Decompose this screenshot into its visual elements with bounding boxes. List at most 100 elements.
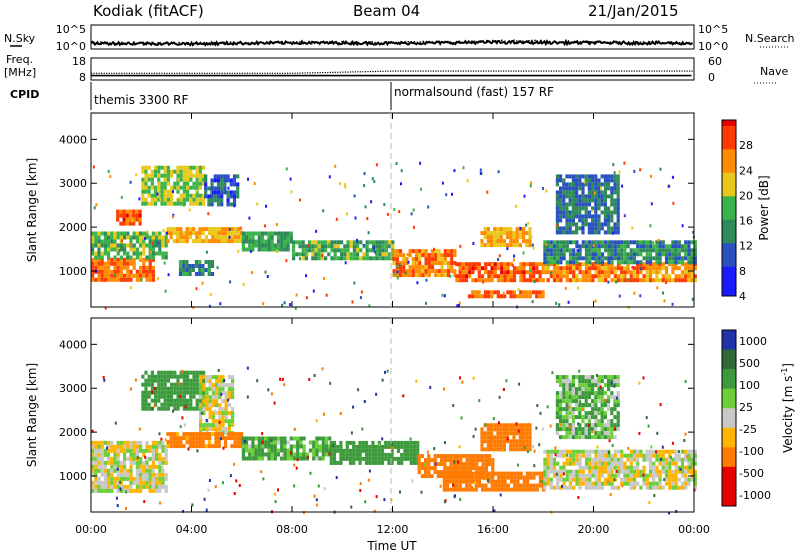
heatmap-cell xyxy=(668,244,672,249)
heatmap-cell xyxy=(652,465,656,470)
heatmap-cell xyxy=(218,403,222,408)
heatmap-cell xyxy=(232,190,237,195)
heatmap-cell xyxy=(400,444,404,449)
heatmap-cell xyxy=(457,304,460,307)
heatmap-cell xyxy=(126,277,130,282)
heatmap-cell xyxy=(565,194,569,199)
heatmap-cell xyxy=(286,452,290,457)
heatmap-cell xyxy=(528,274,533,279)
heatmap-cell xyxy=(613,375,617,380)
heatmap-cell xyxy=(164,444,168,449)
heatmap-cell xyxy=(289,452,293,457)
heatmap-cell xyxy=(581,435,585,440)
heatmap-cell xyxy=(587,379,591,384)
heatmap-cell xyxy=(546,248,550,253)
heatmap-cell xyxy=(450,269,454,274)
heatmap-cell xyxy=(616,383,620,388)
heatmap-cell xyxy=(556,223,559,227)
heatmap-cell xyxy=(506,231,510,236)
heatmap-cell xyxy=(603,423,607,428)
nave-point xyxy=(211,72,213,74)
heatmap-cell xyxy=(546,465,550,470)
heatmap-cell xyxy=(398,273,403,278)
heatmap-cell xyxy=(616,473,621,478)
heatmap-cell xyxy=(610,469,614,474)
n-search-point xyxy=(582,41,584,43)
heatmap-cell xyxy=(215,395,219,400)
heatmap-cell xyxy=(443,261,447,266)
heatmap-cell xyxy=(179,169,183,174)
heatmap-cell xyxy=(132,231,136,236)
heatmap-cell xyxy=(207,194,211,199)
nave-point xyxy=(204,72,206,74)
heatmap-cell xyxy=(528,239,532,244)
heatmap-cell xyxy=(224,444,228,449)
heatmap-cell xyxy=(687,252,691,257)
heatmap-cell xyxy=(236,436,240,441)
heatmap-cell xyxy=(182,406,186,411)
heatmap-cell xyxy=(572,256,576,261)
heatmap-cell xyxy=(144,398,148,403)
nave-point xyxy=(347,71,349,73)
heatmap-cell xyxy=(413,225,415,229)
heatmap-cell xyxy=(603,435,607,440)
heatmap-cell xyxy=(528,243,532,248)
heatmap-cell xyxy=(584,465,589,470)
heatmap-cell xyxy=(367,231,370,235)
heatmap-cell xyxy=(399,490,401,494)
heatmap-cell xyxy=(663,299,666,303)
heatmap-cell xyxy=(502,239,506,244)
heatmap-cell xyxy=(594,299,597,303)
heatmap-cell xyxy=(189,185,193,190)
heatmap-cell xyxy=(270,436,274,441)
heatmap-cell xyxy=(110,277,114,282)
heatmap-cell xyxy=(145,460,149,465)
heatmap-cell xyxy=(260,436,265,441)
n-search-point xyxy=(440,41,443,43)
heatmap-cell xyxy=(113,269,117,274)
heatmap-cell xyxy=(616,194,620,199)
heatmap-cell xyxy=(613,278,617,283)
heatmap-cell xyxy=(305,296,308,300)
heatmap-cell xyxy=(509,479,514,484)
heatmap-cell xyxy=(581,274,585,279)
heatmap-cell xyxy=(195,444,199,449)
heatmap-cell xyxy=(575,395,579,400)
heatmap-cell xyxy=(626,266,630,271)
heatmap-cell xyxy=(208,239,212,244)
heatmap-cell xyxy=(324,448,329,453)
heatmap-cell xyxy=(166,173,170,178)
heatmap-cell xyxy=(135,273,139,278)
heatmap-cell xyxy=(568,407,572,412)
heatmap-cell xyxy=(242,283,245,287)
heatmap-cell xyxy=(182,370,186,375)
heatmap-cell xyxy=(559,190,563,195)
heatmap-cell xyxy=(629,240,633,245)
heatmap-cell xyxy=(189,402,193,407)
heatmap-cell xyxy=(613,465,617,470)
heatmap-cell xyxy=(160,374,164,379)
heatmap-cell xyxy=(575,260,579,265)
heatmap-cell xyxy=(664,244,669,249)
heatmap-cell xyxy=(581,419,585,424)
heatmap-cell xyxy=(182,235,186,240)
heatmap-cell xyxy=(568,252,573,257)
heatmap-cell xyxy=(217,444,221,449)
heatmap-cell xyxy=(169,227,173,232)
heatmap-cell xyxy=(226,174,230,179)
heatmap-cell xyxy=(304,256,308,261)
heatmap-cell xyxy=(464,266,469,271)
heatmap-cell xyxy=(555,423,559,428)
heatmap-cell xyxy=(427,257,431,262)
heatmap-cell xyxy=(257,448,261,453)
heatmap-cell xyxy=(107,255,111,260)
heatmap-cell xyxy=(684,278,688,283)
heatmap-cell xyxy=(176,173,180,178)
n-search-point xyxy=(663,42,666,44)
nave-point xyxy=(631,70,633,72)
heatmap-cell xyxy=(220,239,224,244)
heatmap-cell xyxy=(562,190,566,195)
heatmap-cell xyxy=(176,432,180,437)
heatmap-cell xyxy=(474,290,478,295)
heatmap-cell xyxy=(506,471,510,476)
